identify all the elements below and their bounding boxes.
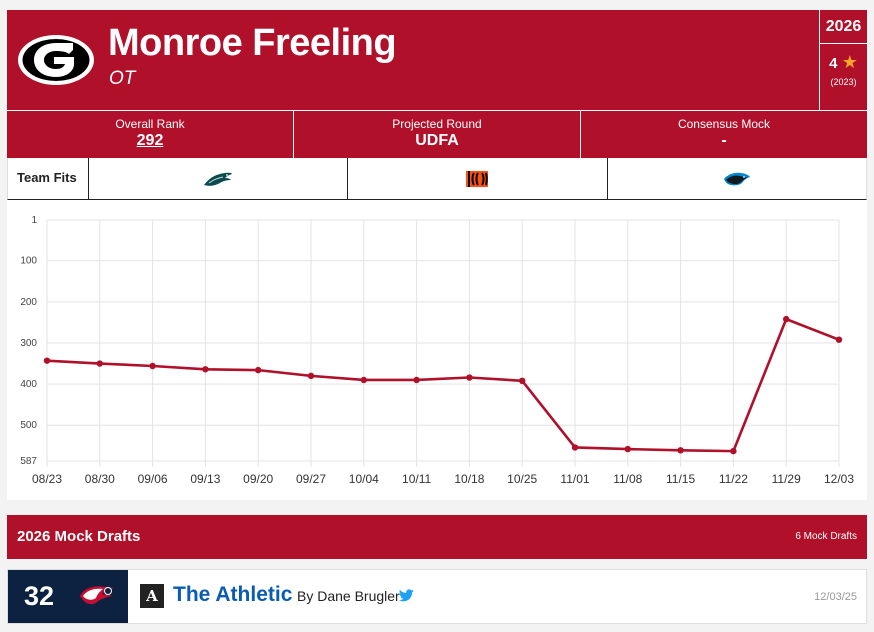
- mock-drafts-count: 6 Mock Drafts: [795, 531, 857, 542]
- draft-info-box: 2026 4 ★ (2023): [819, 10, 867, 110]
- rank-data-point: [360, 376, 367, 384]
- player-header: Monroe Freeling OT 2026 4 ★ (2023): [7, 10, 867, 110]
- x-tick-label: 10/18: [454, 472, 484, 486]
- team-fit-bengals[interactable]: [348, 158, 608, 199]
- star-count: 4: [829, 55, 838, 72]
- stat-label: Overall Rank: [115, 117, 185, 131]
- rank-data-point: [255, 366, 262, 374]
- rank-data-point: [783, 315, 790, 323]
- recruit-class: (2023): [830, 77, 857, 87]
- player-name: Monroe Freeling: [108, 22, 397, 64]
- rank-data-point: [571, 444, 579, 451]
- x-tick-label: 11/22: [719, 472, 748, 486]
- stat-overall-rank: Overall Rank 292: [7, 111, 294, 158]
- stat-consensus-mock: Consensus Mock -: [581, 111, 867, 158]
- x-tick-label: 08/30: [85, 472, 115, 486]
- mock-pick-card[interactable]: 32 A The Athletic By Dane Brugler 12/03/…: [7, 569, 867, 624]
- x-tick-label: 10/11: [402, 472, 431, 486]
- rank-data-point: [730, 447, 737, 455]
- bengals-logo-icon: [466, 170, 489, 187]
- team-fit-panthers[interactable]: [608, 158, 866, 199]
- rank-data-point: [835, 336, 843, 343]
- y-tick-label: 1: [31, 215, 37, 226]
- the-athletic-icon: A: [140, 584, 164, 608]
- eagles-logo-icon: [204, 172, 233, 186]
- stats-row: Overall Rank 292 Projected Round UDFA Co…: [7, 110, 867, 158]
- y-tick-label: 587: [20, 456, 37, 467]
- team-fits-label: Team Fits: [8, 158, 89, 199]
- stat-value: UDFA: [415, 132, 459, 149]
- georgia-g-logo-icon: [18, 35, 94, 85]
- twitter-icon[interactable]: [399, 589, 414, 602]
- stat-label: Consensus Mock: [677, 117, 771, 131]
- rank-data-point: [43, 357, 51, 364]
- mock-drafts-header: 2026 Mock Drafts 6 Mock Drafts: [7, 515, 867, 559]
- x-tick-label: 11/01: [560, 472, 589, 486]
- y-tick-label: 400: [20, 379, 37, 390]
- x-tick-label: 10/04: [349, 472, 379, 486]
- x-tick-label: 11/15: [666, 472, 695, 486]
- rank-data-point: [677, 447, 684, 454]
- team-fits-row: Team Fits: [7, 158, 867, 200]
- rank-data-point: [96, 360, 104, 367]
- player-position: OT: [109, 68, 136, 89]
- rank-data-point: [466, 374, 473, 381]
- pick-badge: 32: [8, 570, 128, 623]
- rank-data-point: [519, 377, 526, 385]
- rank-data-point: [624, 445, 631, 453]
- stat-label: Projected Round: [392, 117, 482, 131]
- team-fit-eagles[interactable]: [89, 158, 349, 199]
- mock-drafts-title: 2026 Mock Drafts: [17, 528, 141, 545]
- draft-year: 2026: [820, 10, 867, 44]
- outlet-name-link[interactable]: The Athletic: [173, 583, 293, 606]
- rank-series-line: [46, 317, 840, 453]
- x-tick-label: 08/23: [32, 472, 62, 486]
- rank-data-point: [413, 376, 420, 384]
- x-tick-label: 09/06: [138, 472, 168, 486]
- rank-data-point: [307, 372, 315, 380]
- rank-line-chart: 1 100 200 300 400 500 587 08/23 08/30 09/06 09/13 0…: [20, 215, 854, 486]
- patriots-logo-icon: [80, 586, 114, 605]
- x-tick-label: 10/25: [507, 472, 537, 486]
- recruit-stars: 4 ★: [820, 52, 867, 73]
- x-tick-label: 09/13: [190, 472, 220, 486]
- y-tick-label: 500: [20, 420, 37, 431]
- panthers-logo-icon: [723, 172, 750, 185]
- y-tick-label: 300: [20, 338, 37, 349]
- rank-data-point: [149, 362, 156, 370]
- x-tick-label: 11/29: [772, 472, 801, 486]
- overall-rank-link[interactable]: 292: [136, 132, 164, 149]
- pick-number: 32: [24, 581, 55, 611]
- x-tick-label: 09/20: [243, 472, 273, 486]
- stat-projected-round: Projected Round UDFA: [294, 111, 581, 158]
- x-tick-label: 12/03: [824, 472, 854, 486]
- author-name: By Dane Brugler: [297, 588, 400, 604]
- x-tick-label: 09/27: [296, 472, 326, 486]
- y-tick-label: 200: [20, 297, 37, 308]
- x-tick-label: 11/08: [613, 472, 642, 486]
- rank-history-chart: 1 100 200 300 400 500 587 08/23 08/30 09/06 09/13 0…: [7, 200, 867, 500]
- pick-date: 12/03/25: [814, 591, 857, 603]
- stat-value: -: [721, 132, 727, 149]
- rank-data-point: [202, 366, 209, 373]
- y-tick-label: 100: [20, 256, 37, 267]
- star-icon: ★: [841, 52, 858, 72]
